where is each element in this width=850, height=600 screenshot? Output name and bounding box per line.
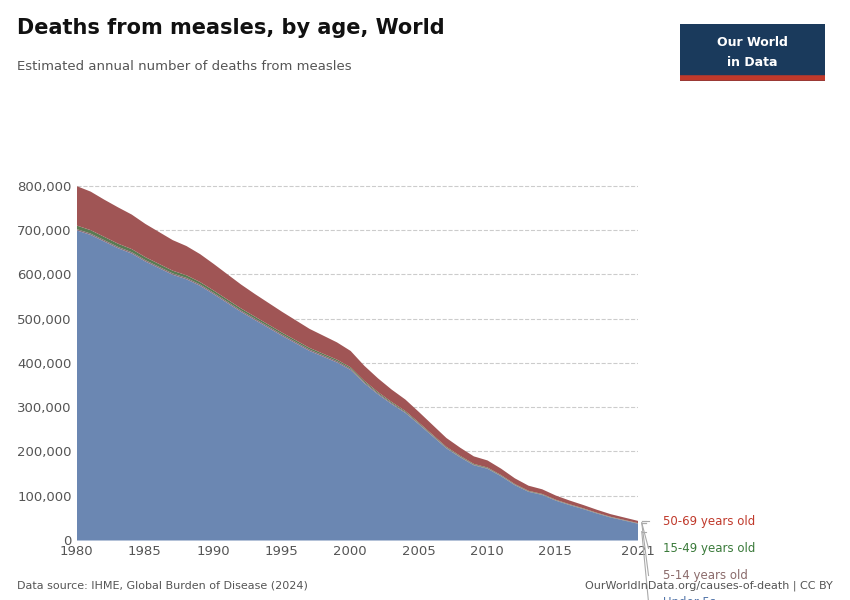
Text: Data source: IHME, Global Burden of Disease (2024): Data source: IHME, Global Burden of Dise…: [17, 581, 308, 591]
Text: OurWorldInData.org/causes-of-death | CC BY: OurWorldInData.org/causes-of-death | CC …: [586, 581, 833, 591]
Text: Under-5s: Under-5s: [663, 596, 716, 600]
Text: 5-14 years old: 5-14 years old: [663, 569, 748, 582]
Text: in Data: in Data: [727, 56, 778, 69]
Text: Deaths from measles, by age, World: Deaths from measles, by age, World: [17, 18, 445, 38]
Text: Our World: Our World: [717, 36, 788, 49]
Text: 15-49 years old: 15-49 years old: [663, 542, 756, 555]
Text: 50-69 years old: 50-69 years old: [663, 515, 756, 528]
Text: Estimated annual number of deaths from measles: Estimated annual number of deaths from m…: [17, 60, 352, 73]
